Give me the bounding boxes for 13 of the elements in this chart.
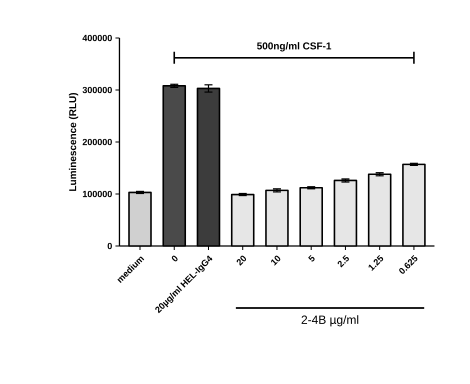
x-tick-label: 5 [308,254,315,262]
y-tick-label: 400000 [82,34,112,42]
x-tick-label: 20 [236,256,246,266]
y-tick-label: 100000 [82,190,112,198]
x-tick-label: 0 [172,256,178,262]
y-axis-title: Luminescence (RLU) [68,92,78,191]
x-tick-label: 10 [271,256,280,266]
text: 2-4B µg/ml [302,315,358,326]
y-tick-label: 0 [108,242,112,250]
annotation: 500ng/ml CSF-1 [257,42,332,52]
y-tick-label: 200000 [82,138,112,146]
x-tick-label: 2.5 [338,255,349,268]
y-tick-label: 300000 [82,86,112,94]
